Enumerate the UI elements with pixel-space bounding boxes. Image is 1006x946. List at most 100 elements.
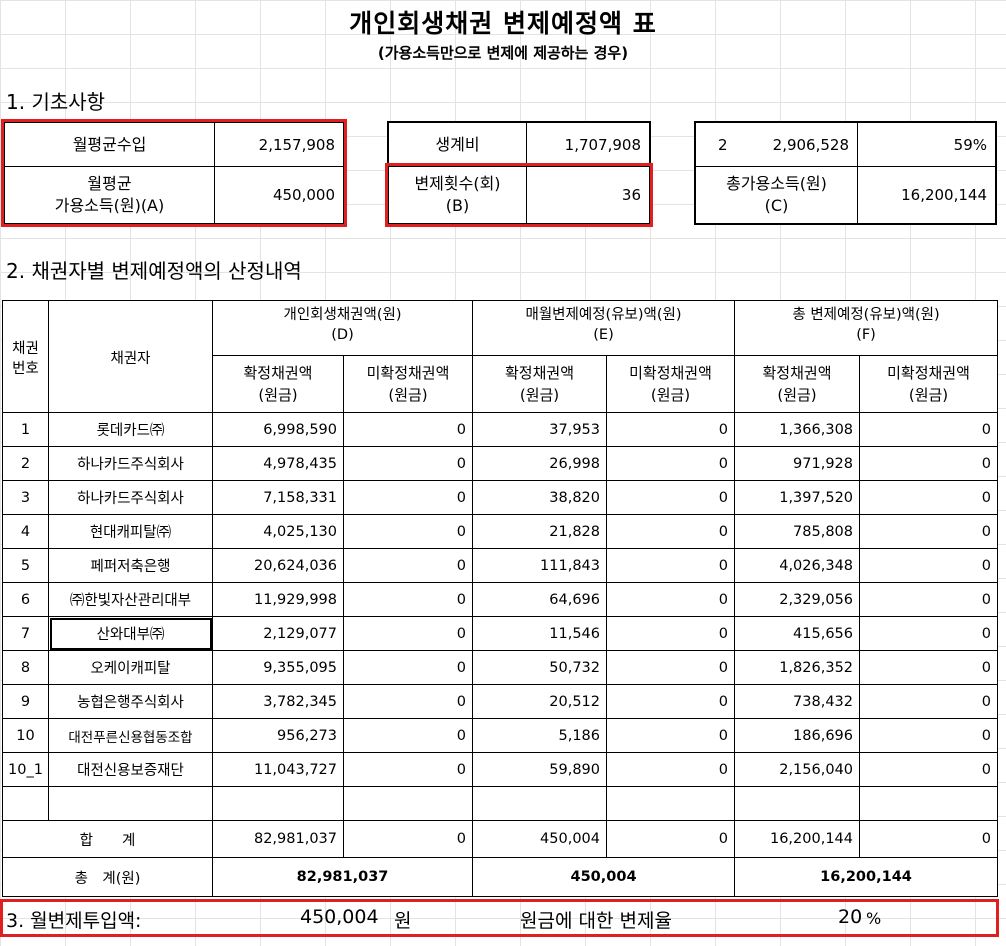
row-no[interactable]: 2 [2,446,49,481]
row-creditor[interactable]: 농협은행주식회사 [48,684,213,719]
row-e-unconfirmed[interactable]: 0 [606,684,736,719]
row-e-unconfirmed[interactable]: 0 [606,616,736,651]
row-e-unconfirmed[interactable]: 0 [606,548,736,583]
row-no[interactable]: 10_1 [2,752,49,787]
row-creditor[interactable]: 현대캐피탈㈜ [48,514,213,549]
row-f-confirmed[interactable]: 2,156,040 [734,752,861,787]
row-e-confirmed[interactable]: 37,953 [472,412,608,447]
row-no[interactable]: 9 [2,684,49,719]
row-e-confirmed[interactable]: 50,732 [472,650,608,685]
row-d-confirmed[interactable]: 4,025,130 [212,514,344,549]
empty-cell[interactable] [2,786,49,821]
row-f-confirmed[interactable]: 1,366,308 [734,412,861,447]
empty-cell[interactable] [48,786,213,821]
row-e-unconfirmed[interactable]: 0 [606,412,736,447]
row-f-unconfirmed[interactable]: 0 [859,480,999,515]
row-f-unconfirmed[interactable]: 0 [859,650,999,685]
row-d-unconfirmed[interactable]: 0 [342,684,474,719]
total-f[interactable]: 16,200,144 [734,857,999,897]
row-creditor[interactable]: 롯데카드㈜ [48,412,213,447]
row-e-confirmed[interactable]: 11,546 [472,616,608,651]
row-d-unconfirmed[interactable]: 0 [342,582,474,617]
row-e-confirmed[interactable]: 26,998 [472,446,608,481]
row-f-confirmed[interactable]: 415,656 [734,616,861,651]
empty-cell[interactable] [472,786,608,821]
sum-d-confirmed[interactable]: 82,981,037 [212,820,344,858]
row-creditor[interactable]: 대전신용보증재단 [48,752,213,787]
row-e-unconfirmed[interactable]: 0 [606,718,736,753]
row-d-unconfirmed[interactable]: 0 [342,514,474,549]
row-f-confirmed[interactable]: 1,826,352 [734,650,861,685]
sum-d-unconfirmed[interactable]: 0 [342,820,474,858]
sum-e-confirmed[interactable]: 450,004 [472,820,608,858]
row-creditor[interactable]: 대전푸른신용협동조합 [48,718,213,753]
empty-cell[interactable] [342,786,474,821]
sum-f-confirmed[interactable]: 16,200,144 [734,820,861,858]
row-d-confirmed[interactable]: 11,929,998 [212,582,344,617]
total-e[interactable]: 450,004 [472,857,736,897]
row-f-unconfirmed[interactable]: 0 [859,684,999,719]
row-no[interactable]: 4 [2,514,49,549]
row-creditor-selected-cell[interactable]: 산와대부㈜ [48,616,213,651]
row-e-unconfirmed[interactable]: 0 [606,446,736,481]
row-d-confirmed[interactable]: 2,129,077 [212,616,344,651]
row-d-unconfirmed[interactable]: 0 [342,718,474,753]
row-e-confirmed[interactable]: 38,820 [472,480,608,515]
empty-cell[interactable] [734,786,861,821]
row-creditor[interactable]: 페퍼저축은행 [48,548,213,583]
row-f-confirmed[interactable]: 785,808 [734,514,861,549]
row-no[interactable]: 1 [2,412,49,447]
row-d-unconfirmed[interactable]: 0 [342,650,474,685]
row-e-unconfirmed[interactable]: 0 [606,650,736,685]
row-d-unconfirmed[interactable]: 0 [342,446,474,481]
sum-e-unconfirmed[interactable]: 0 [606,820,736,858]
row-no[interactable]: 10 [2,718,49,753]
available-income-value[interactable]: 450,000 [272,186,335,204]
row-f-confirmed[interactable]: 4,026,348 [734,548,861,583]
row-d-unconfirmed[interactable]: 0 [342,412,474,447]
row-d-confirmed[interactable]: 3,782,345 [212,684,344,719]
row-d-confirmed[interactable]: 9,355,095 [212,650,344,685]
row-f-unconfirmed[interactable]: 0 [859,514,999,549]
row-e-unconfirmed[interactable]: 0 [606,480,736,515]
row-d-unconfirmed[interactable]: 0 [342,616,474,651]
row-d-confirmed[interactable]: 956,273 [212,718,344,753]
row-d-confirmed[interactable]: 4,978,435 [212,446,344,481]
row-f-unconfirmed[interactable]: 0 [859,412,999,447]
row-e-unconfirmed[interactable]: 0 [606,582,736,617]
row-f-unconfirmed[interactable]: 0 [859,446,999,481]
empty-cell[interactable] [859,786,999,821]
row-f-unconfirmed[interactable]: 0 [859,582,999,617]
row-f-unconfirmed[interactable]: 0 [859,718,999,753]
row-creditor[interactable]: 하나카드주식회사 [48,480,213,515]
row-no[interactable]: 7 [2,616,49,651]
row-d-confirmed[interactable]: 20,624,036 [212,548,344,583]
sum-f-unconfirmed[interactable]: 0 [859,820,999,858]
empty-cell[interactable] [606,786,736,821]
row-e-unconfirmed[interactable]: 0 [606,514,736,549]
row-creditor[interactable]: 하나카드주식회사 [48,446,213,481]
row-e-confirmed[interactable]: 21,828 [472,514,608,549]
row-f-unconfirmed[interactable]: 0 [859,616,999,651]
monthly-payment-amount[interactable]: 450,004 [300,906,379,928]
row-no[interactable]: 6 [2,582,49,617]
row-no[interactable]: 3 [2,480,49,515]
row-e-confirmed[interactable]: 64,696 [472,582,608,617]
row-e-unconfirmed[interactable]: 0 [606,752,736,787]
row-d-confirmed[interactable]: 7,158,331 [212,480,344,515]
row-e-confirmed[interactable]: 59,890 [472,752,608,787]
row-f-confirmed[interactable]: 186,696 [734,718,861,753]
row-creditor[interactable]: ㈜한빛자산관리대부 [48,582,213,617]
total-available-value[interactable]: 16,200,144 [901,186,987,204]
row-f-confirmed[interactable]: 738,432 [734,684,861,719]
row-no[interactable]: 8 [2,650,49,685]
row-f-unconfirmed[interactable]: 0 [859,752,999,787]
row-f-unconfirmed[interactable]: 0 [859,548,999,583]
row-e-confirmed[interactable]: 5,186 [472,718,608,753]
total-d[interactable]: 82,981,037 [211,857,474,897]
row-creditor[interactable]: 오케이캐피탈 [48,650,213,685]
repay-count-value[interactable]: 36 [621,186,641,204]
row-e-confirmed[interactable]: 111,843 [472,548,608,583]
row-d-unconfirmed[interactable]: 0 [342,752,474,787]
row-no[interactable]: 5 [2,548,49,583]
